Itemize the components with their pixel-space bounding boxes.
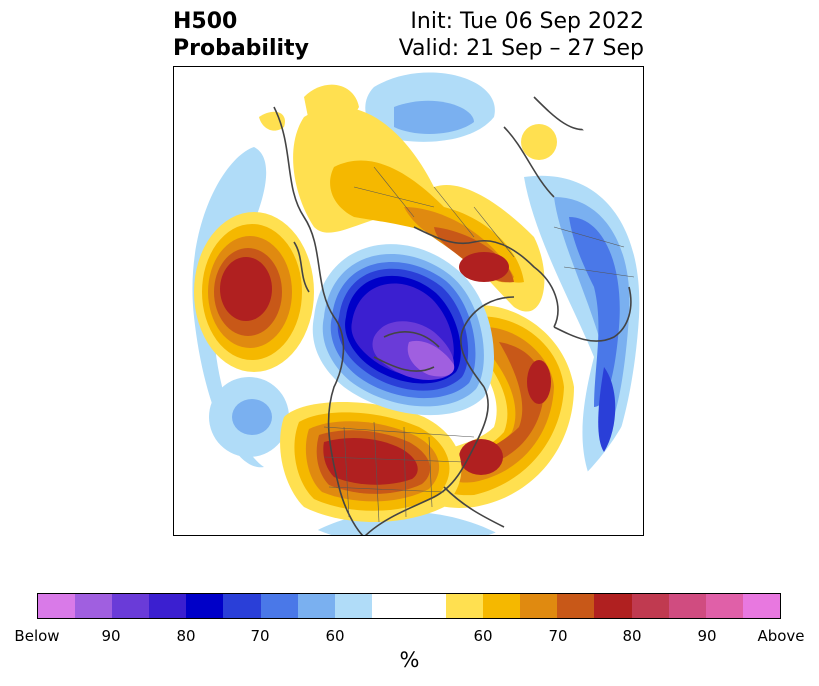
colorbar-segment bbox=[668, 594, 706, 618]
tick-above-90: 90 bbox=[697, 627, 717, 645]
tick-above: Above bbox=[757, 627, 805, 645]
title-line-probability: Probability bbox=[173, 36, 309, 61]
colorbar-segment bbox=[223, 594, 261, 618]
colorbar-segment bbox=[186, 594, 224, 618]
colorbar-unit-label: % bbox=[399, 648, 420, 672]
colorbar-segment bbox=[408, 594, 447, 618]
title-dates: Init: Tue 06 Sep 2022 Valid: 21 Sep – 27… bbox=[399, 8, 644, 62]
tick-above-80: 80 bbox=[622, 627, 642, 645]
title-line-h500: H500 bbox=[173, 9, 238, 34]
colorbar-segment bbox=[112, 594, 150, 618]
colorbar-segment bbox=[705, 594, 743, 618]
colorbar-segment bbox=[520, 594, 558, 618]
tick-below-70: 70 bbox=[250, 627, 270, 645]
colorbar-segment bbox=[371, 594, 409, 618]
coastlines bbox=[273, 76, 632, 535]
below-normal-core bbox=[312, 244, 494, 416]
colorbar-segment bbox=[446, 594, 484, 618]
tick-below-80: 80 bbox=[176, 627, 196, 645]
political-borders bbox=[323, 166, 635, 523]
tick-below-90: 90 bbox=[101, 627, 121, 645]
colorbar-ticks: Below 90 80 70 60 60 70 80 90 Above bbox=[0, 627, 819, 647]
colorbar-segment bbox=[594, 594, 632, 618]
colorbar-segment bbox=[483, 594, 521, 618]
valid-date-label: Valid: 21 Sep – 27 Sep bbox=[398, 36, 644, 61]
probability-map bbox=[192, 72, 640, 535]
colorbar-segment bbox=[75, 594, 113, 618]
init-date-label: Init: Tue 06 Sep 2022 bbox=[410, 9, 644, 34]
title-variable: H500 Probability bbox=[173, 8, 309, 62]
colorbar-segment bbox=[149, 594, 187, 618]
probability-colorbar bbox=[37, 593, 781, 619]
tick-above-70: 70 bbox=[548, 627, 568, 645]
tick-below: Below bbox=[14, 627, 60, 645]
below-normal-light-regions bbox=[192, 72, 640, 535]
colorbar-segment bbox=[557, 594, 595, 618]
tick-above-60: 60 bbox=[473, 627, 493, 645]
colorbar-segment bbox=[334, 594, 372, 618]
colorbar-segment bbox=[297, 594, 335, 618]
map-panel bbox=[173, 66, 644, 536]
colorbar-segment bbox=[260, 594, 298, 618]
colorbar-segment bbox=[38, 594, 76, 618]
above-normal-regions bbox=[194, 84, 574, 522]
colorbar-segment bbox=[742, 594, 780, 618]
tick-below-60: 60 bbox=[325, 627, 345, 645]
colorbar-segment bbox=[631, 594, 669, 618]
